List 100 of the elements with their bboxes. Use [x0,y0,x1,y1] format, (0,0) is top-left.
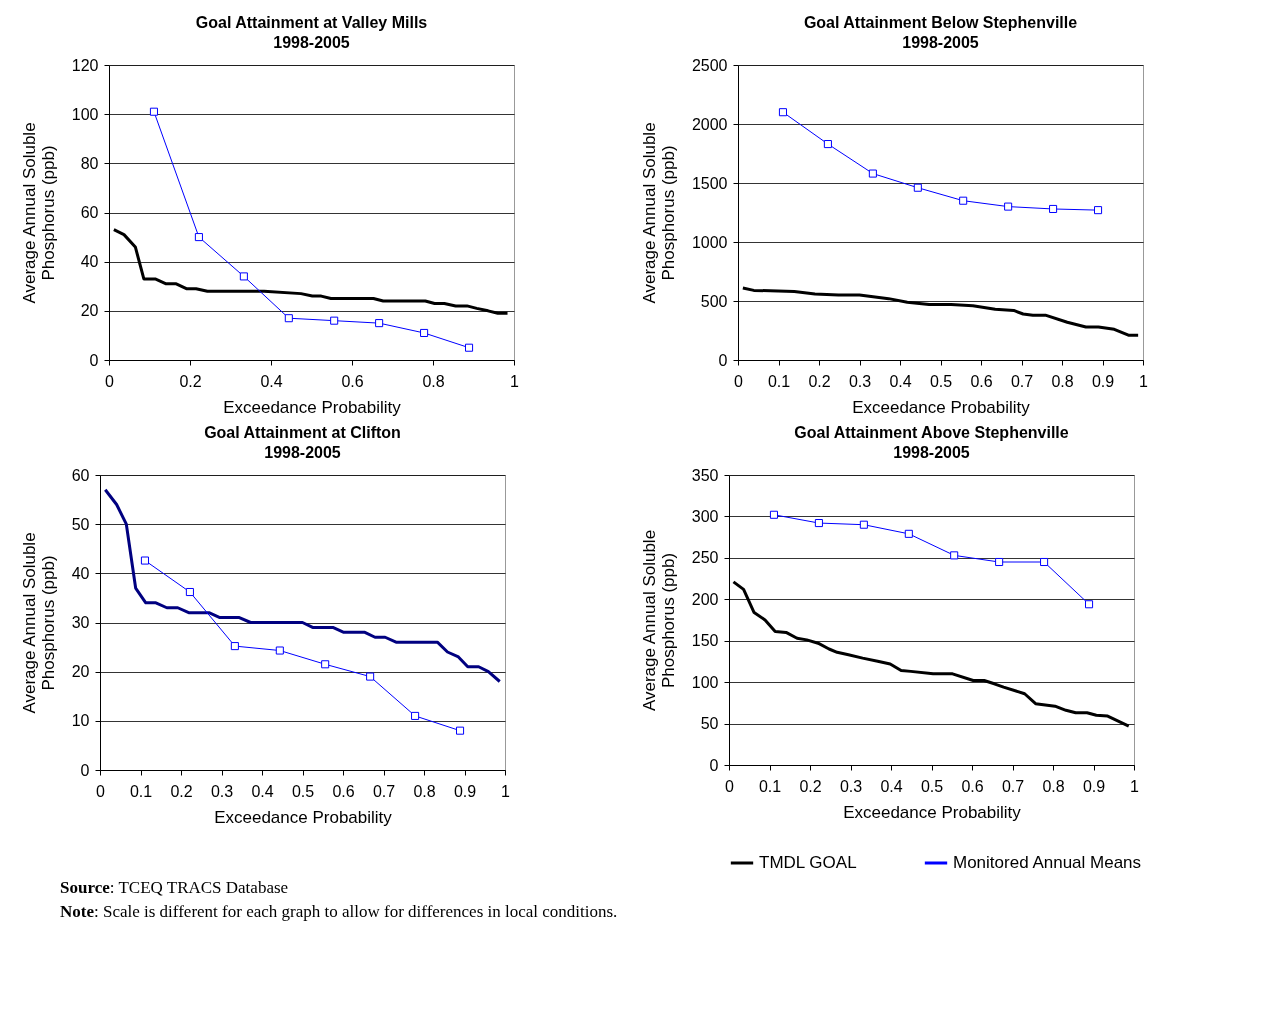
chart-subtitle: 1998-2005 [273,34,350,51]
x-tick-label: 0.4 [260,372,283,390]
y-tick-label: 20 [71,663,90,681]
x-tick-label: 0.2 [799,777,822,795]
chart-title: Goal Attainment at Valley Mills [195,14,428,31]
point [465,343,474,352]
x-tick-label: 0.5 [920,777,944,795]
x-tick-label: 0.5 [291,782,315,800]
x-tick-label: 0.5 [929,372,953,390]
y-tick-label: 40 [71,564,90,582]
point [149,107,158,116]
point [239,272,248,281]
point [1049,204,1058,213]
chart-subtitle: 1998-2005 [264,444,341,461]
x-axis-title: Exceedance Probability [843,802,1022,822]
point [275,646,284,655]
x-axis-title: Exceedance Probability [223,397,402,417]
y-tick-label: 500 [700,292,728,310]
point [411,711,420,720]
x-tick-label: 0.1 [767,372,791,390]
point [140,556,149,565]
chart-subtitle: 1998-2005 [893,444,970,461]
y-tick-label: 1500 [691,174,728,192]
x-tick-label: 0.8 [1042,777,1065,795]
y-tick-label: 2500 [691,56,728,74]
legend-label: TMDL GOAL [759,853,857,872]
x-tick-label: 0.2 [179,372,202,390]
y-tick-label: 0 [89,351,99,369]
y-tick-label: 20 [80,302,99,320]
point [859,520,868,529]
y-tick-label: 1000 [691,233,728,251]
point [868,169,877,178]
x-tick-label: 0.9 [453,782,477,800]
point [375,319,384,328]
x-tick-label: 0.8 [1051,372,1074,390]
point [778,108,787,117]
y-tick-label: 40 [80,253,99,271]
point [456,726,465,735]
y-tick-label: 30 [71,614,90,631]
x-tick-label: 1 [1130,777,1140,795]
x-tick-label: 0.9 [1091,372,1115,390]
point [330,316,339,325]
point [959,196,968,205]
x-tick-label: 0.3 [210,782,234,800]
point [1094,206,1103,215]
point [1085,600,1094,609]
point [194,233,203,242]
text: Note: Scale is different for each graph to allow for differences in local conditions. [60,901,619,923]
x-tick-label: 0.2 [170,782,193,800]
x-tick-label: 0.4 [251,782,274,800]
x-tick-label: 1 [501,782,511,800]
y-tick-label: 60 [71,466,90,484]
point [366,672,375,681]
legend-label: Monitored Annual Means [953,853,1142,872]
y-tick-label: 350 [691,466,719,484]
y-axis-title: Average Annual Soluble Phosphorus (ppb) [19,122,58,304]
x-tick-label: 0.9 [1082,777,1106,795]
x-tick-label: 0.4 [880,777,903,795]
x-axis-title: Exceedance Probability [852,397,1031,417]
y-tick-label: 150 [691,632,719,650]
x-tick-label: 0 [105,372,115,390]
line-series [103,488,502,683]
x-tick-label: 0.8 [422,372,445,390]
x-axis-title: Exceedance Probability [214,807,393,827]
point [995,557,1004,567]
point [823,140,832,149]
chart-title: Goal Attainment Above Stephenville [794,424,1069,441]
x-tick-label: 0.3 [839,777,863,795]
y-tick-label: 0 [709,756,719,774]
point [185,587,194,597]
x-tick-label: 1 [1139,372,1149,390]
point [1040,557,1049,567]
chart-title: Goal Attainment at Clifton [204,424,401,441]
y-tick-label: 80 [80,154,99,172]
line-series [741,286,1140,337]
y-tick-label: 200 [691,590,719,608]
x-tick-label: 0.1 [129,782,153,800]
x-tick-label: 1 [510,372,520,390]
x-tick-label: 0.8 [413,782,436,800]
y-axis-title: Average Annual Soluble Phosphorus (ppb) [639,529,678,712]
y-tick-label: 100 [71,105,99,123]
x-tick-label: 0.4 [889,372,912,390]
x-tick-label: 0.6 [341,372,364,390]
x-tick-label: 0.3 [848,372,872,390]
x-tick-label: 0.7 [1010,372,1034,390]
point [814,519,823,528]
x-tick-label: 0.7 [372,782,396,800]
x-tick-label: 0.7 [1001,777,1025,795]
line-series [731,580,1131,728]
y-tick-label: 0 [80,761,90,779]
x-tick-label: 0.6 [961,777,984,795]
y-axis-title: Average Annual Soluble Phosphorus (ppb) [639,122,678,304]
point [284,314,293,323]
point [904,529,913,538]
y-tick-label: 300 [691,507,719,525]
point [321,660,330,669]
x-tick-label: 0.6 [332,782,355,800]
point [420,328,429,337]
x-tick-label: 0.1 [758,777,782,795]
point [913,183,922,192]
